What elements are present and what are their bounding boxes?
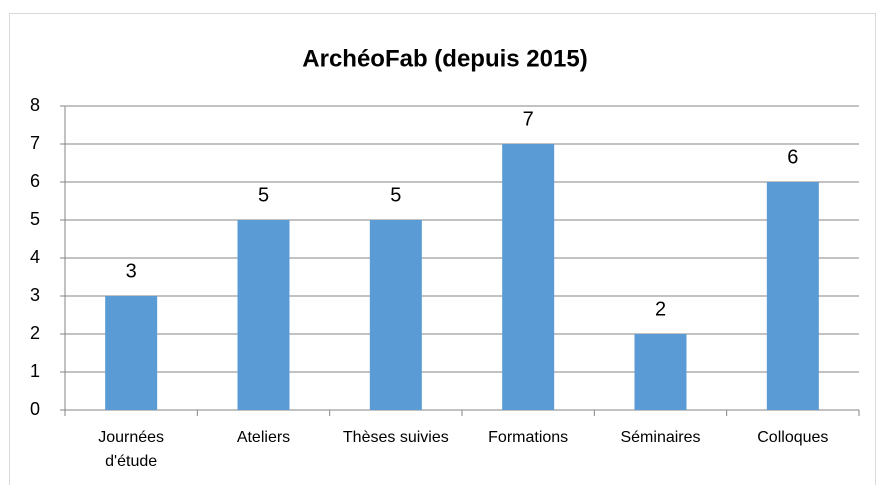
y-tick-label: 1 [30,361,40,381]
x-tick-label: Journées d'étude [98,429,165,470]
bar [237,220,290,410]
bar [369,220,422,410]
data-label: 6 [787,146,798,168]
x-tick-label: Formations [488,429,569,446]
y-tick-label: 6 [30,171,40,191]
y-tick-label: 2 [30,323,40,343]
y-tick-label: 7 [30,133,40,153]
y-tick-label: 0 [30,399,40,419]
bar [634,334,687,410]
bar [105,296,158,410]
y-tick-label: 5 [30,209,40,229]
y-tick-label: 4 [30,247,40,267]
bar [502,144,555,410]
x-tick-label: Colloques [757,429,829,446]
bar [766,182,819,410]
x-tick-label: Thèses suivies [342,429,449,446]
data-label: 5 [258,184,269,206]
data-label: 5 [390,184,401,206]
y-tick-label: 3 [30,285,40,305]
x-tick-label: Séminaires [620,429,701,446]
y-tick-label: 8 [30,95,40,115]
chart-title: ArchéoFab (depuis 2015) [302,45,587,72]
data-label: 7 [523,108,534,130]
x-tick-label: Ateliers [236,429,291,446]
data-label: 3 [126,260,137,282]
data-label: 2 [655,298,666,320]
chart-border [9,13,876,485]
